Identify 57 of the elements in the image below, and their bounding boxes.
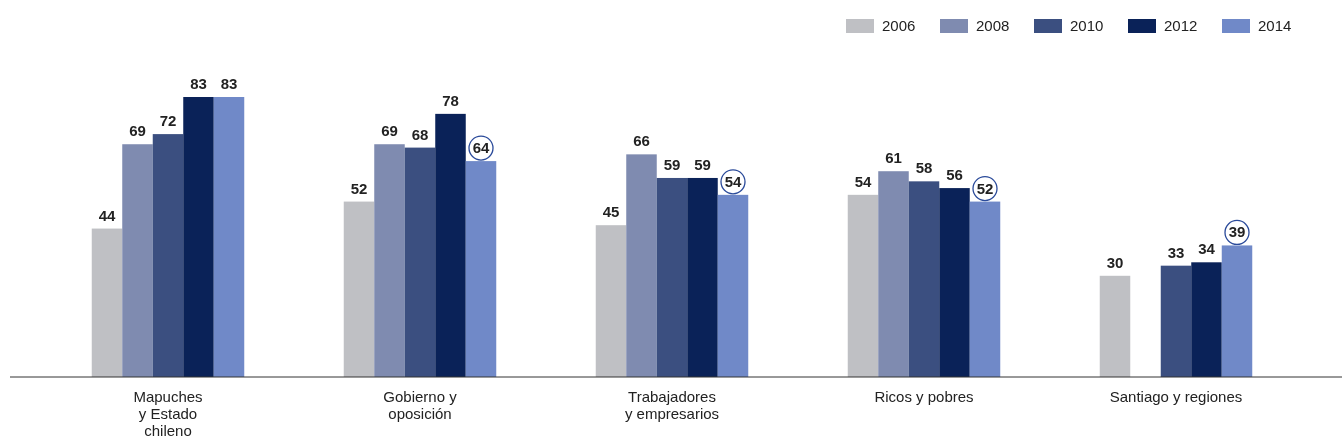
x-tick-label: Gobierno y oposición [383,388,458,422]
bar [1191,262,1222,377]
bar [908,181,940,377]
bar [91,228,123,377]
data-label: 54 [724,172,742,190]
bar [878,171,909,377]
data-label: 72 [159,112,177,130]
data-label: 69 [129,122,146,140]
data-label: 30 [1106,253,1124,271]
bar [183,97,214,377]
bar [847,194,879,377]
bar [656,177,688,377]
x-tick-label: Ricos y pobres [874,388,974,405]
bar [717,194,749,377]
data-label: 83 [190,75,207,92]
data-label: 68 [411,125,429,143]
bar [213,97,245,377]
data-label: 54 [854,172,872,190]
bar [435,113,466,377]
data-label: 78 [442,91,459,109]
bar [374,144,405,377]
bar [122,144,153,377]
x-tick-label: Mapuches y Estado chileno [133,388,203,439]
legend-label: 2006 [882,17,916,34]
bar [595,225,627,377]
bar [343,201,375,377]
data-label: 52 [350,179,368,197]
legend-label: 2012 [1164,17,1198,34]
data-label: 56 [946,166,963,184]
data-label: 33 [1167,243,1185,261]
bar [939,188,970,377]
bar [1221,245,1253,377]
legend-label: 2010 [1070,17,1104,34]
legend-label: 2014 [1258,17,1292,34]
data-label: 34 [1198,240,1216,258]
data-label: 59 [694,155,711,173]
data-label: 39 [1228,223,1246,241]
data-label: 61 [885,149,902,167]
legend-label: 2008 [976,17,1010,34]
data-label: 58 [915,159,933,177]
data-label: 45 [602,203,620,221]
bar [1160,265,1192,377]
bar [969,201,1001,377]
x-tick-label: Santiago y regiones [1109,388,1243,405]
data-label: 52 [976,179,994,197]
bar [404,147,436,377]
bar [1099,275,1131,377]
data-label: 83 [220,75,238,92]
bar [465,161,497,377]
bar [687,177,718,377]
data-label: 44 [98,206,116,224]
data-label: 69 [381,122,398,140]
data-label: 59 [663,155,681,173]
bar [152,134,184,377]
x-tick-label: Trabajadores y empresarios [624,388,720,422]
bar [626,154,657,377]
data-label: 66 [633,132,650,150]
